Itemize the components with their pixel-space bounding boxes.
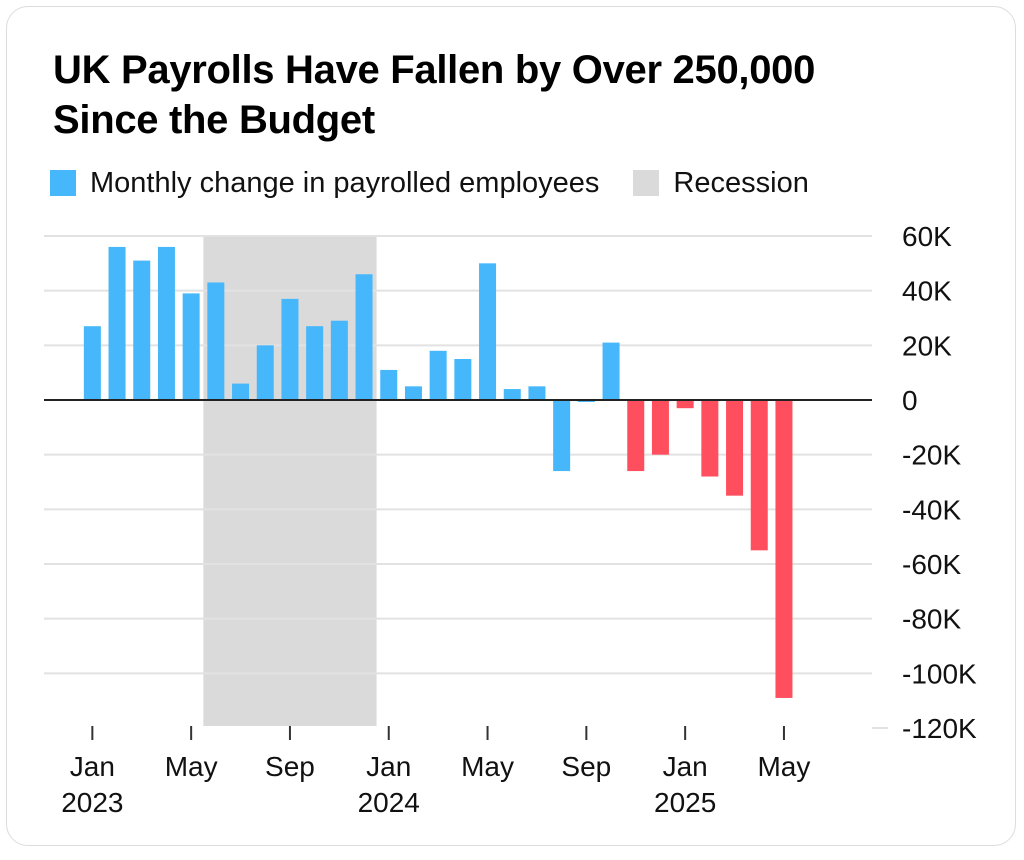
y-tick-label: 0 [902, 385, 918, 416]
y-tick-label: -40K [902, 494, 961, 525]
bar-2024-04 [454, 359, 472, 400]
legend-swatch-payrolls [50, 170, 76, 196]
bar-2024-12 [651, 400, 669, 455]
y-tick-label: -100K [902, 658, 977, 689]
chart-title-line-1: UK Payrolls Have Fallen by Over 250,000 [53, 48, 816, 92]
x-tick-label: May [165, 751, 218, 782]
legend-label-payrolls: Monthly change in payrolled employees [90, 166, 600, 199]
bar-2023-11 [330, 320, 348, 400]
y-tick-label: 40K [902, 276, 952, 307]
bar-2024-10 [602, 342, 620, 400]
bar-2023-04 [157, 246, 175, 400]
bar-2024-02 [404, 386, 422, 400]
bar-2024-06 [503, 389, 521, 400]
legend-label-recession: Recession [673, 166, 809, 199]
x-tick-year: 2023 [61, 787, 123, 818]
chart-title-line-2: Since the Budget [53, 98, 375, 142]
bars-group [83, 246, 793, 698]
x-tick-label: May [757, 751, 810, 782]
legend-item-recession: Recession [633, 166, 809, 200]
y-tick-label: -120K [902, 713, 977, 744]
x-tick-label: Jan [70, 751, 115, 782]
y-tick-label: -20K [902, 440, 961, 471]
x-tick-label: Jan [663, 751, 708, 782]
y-tick-label: 60K [902, 221, 952, 252]
bar-2024-01 [380, 369, 398, 400]
x-tick-label: Sep [265, 751, 315, 782]
bar-2024-08 [553, 400, 571, 472]
bar-2025-01 [676, 400, 694, 409]
bar-2025-04 [750, 400, 768, 551]
chart-card: UK Payrolls Have Fallen by Over 250,000 … [6, 6, 1016, 846]
bar-2023-09 [281, 298, 299, 400]
chart-legend: Monthly change in payrolled employees Re… [50, 164, 843, 202]
chart-title: UK Payrolls Have Fallen by Over 250,000 … [53, 45, 953, 145]
bar-2023-07 [232, 383, 250, 400]
bar-2023-06 [207, 282, 225, 400]
y-tick-label: 20K [902, 330, 952, 361]
x-tick-year: 2025 [654, 787, 716, 818]
y-tick-label: -60K [902, 549, 961, 580]
bar-2025-03 [726, 400, 744, 496]
bar-2023-02 [108, 246, 126, 400]
x-tick-year: 2024 [358, 787, 420, 818]
bar-2023-05 [182, 293, 200, 400]
bar-2025-05 [775, 400, 793, 698]
bar-2024-07 [528, 386, 546, 400]
bar-2024-11 [627, 400, 645, 472]
x-tick-label: Jan [366, 751, 411, 782]
x-tick-label: Sep [561, 751, 611, 782]
y-tick-label: -80K [902, 604, 961, 635]
gridlines-group [44, 235, 888, 729]
bar-2023-10 [306, 326, 324, 400]
legend-swatch-recession [633, 170, 660, 196]
bar-2023-03 [133, 260, 151, 400]
bar-2023-01 [83, 326, 101, 400]
y-axis-labels-group: 60K 40K 20K 0 -20K -40K -60K -80K -100K -120K [902, 221, 977, 744]
x-tick-label: May [461, 751, 514, 782]
legend-item-payrolls: Monthly change in payrolled employees [50, 167, 599, 200]
bar-2024-03 [429, 350, 447, 400]
x-axis-ticks-group: Jan 2023 May Sep Jan 2024 May Sep Jan 2025 May [61, 726, 810, 818]
bar-2023-12 [355, 274, 373, 400]
bar-2024-05 [479, 263, 497, 400]
bar-2025-02 [701, 400, 719, 477]
bar-2023-08 [256, 345, 274, 400]
